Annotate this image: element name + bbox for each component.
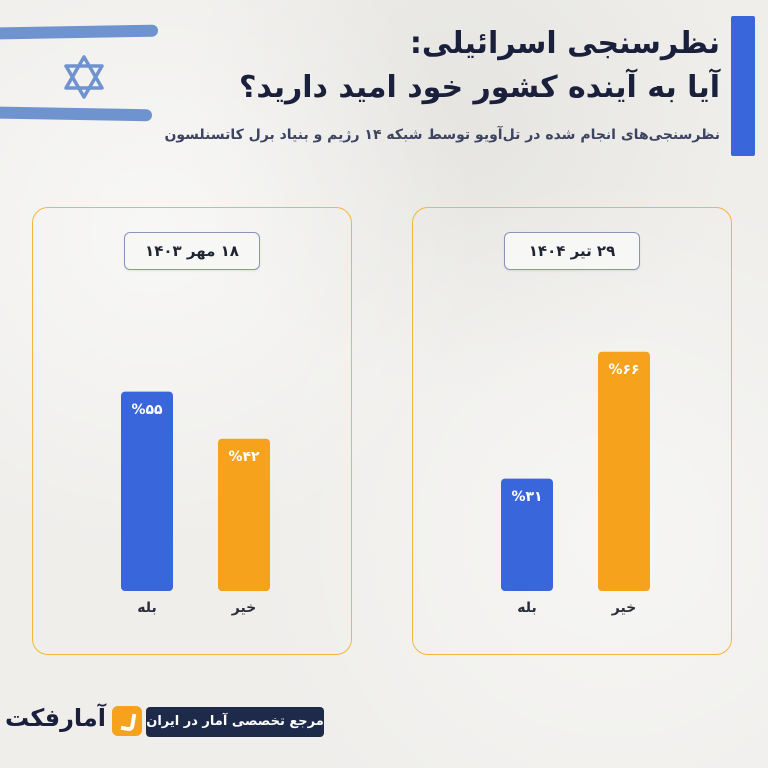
chart-1404-plot: [501, 351, 650, 591]
page-subtitle: نظرسنجی‌های انجام شده در تل‌آویو توسط شب…: [164, 127, 720, 143]
bar-value-yes: %۵۵: [131, 401, 163, 418]
footer-badge: مرجع تخصصی آمار در ایران: [146, 707, 324, 737]
bar-value-no: %۶۶: [608, 361, 640, 378]
category-label-no: خیر: [611, 600, 637, 616]
bar-value-no: %۴۲: [228, 448, 260, 465]
category-label-no: خیر: [231, 600, 257, 616]
chart-panel-1403: ۱۸ مهر ۱۴۰۳ %۵۵ %۴۲ بله خیر: [32, 207, 352, 655]
chart-panel-1404: ۲۹ تیر ۱۴۰۴ %۳۱ %۶۶ بله خیر: [412, 207, 732, 655]
title-line-2: آیا به آینده کشور خود امید دارید؟: [238, 70, 720, 105]
bar-yes: [121, 391, 173, 591]
title-accent-bar: [731, 16, 755, 156]
flag-stripe-top: [0, 24, 158, 40]
page-title: نظرسنجی اسرائیلی: آیا به آینده کشور خود …: [200, 22, 720, 110]
chart-1403-plot: [121, 391, 270, 591]
chart-date-label: ۱۸ مهر ۱۴۰۳: [124, 232, 260, 270]
bar-yes: [501, 478, 553, 591]
israel-flag-icon: [0, 20, 160, 130]
title-line-1: نظرسنجی اسرائیلی:: [409, 26, 720, 61]
star-of-david-icon: [64, 55, 104, 99]
chart-date-label: ۲۹ تیر ۱۴۰۴: [504, 232, 640, 270]
category-label-yes: بله: [517, 600, 537, 616]
flag-stripe-bottom: [0, 106, 152, 122]
amarfact-logo-icon: [112, 706, 142, 736]
category-label-yes: بله: [137, 600, 157, 616]
amarfact-logo[interactable]: آمارفکت: [5, 700, 142, 744]
bar-no: [598, 351, 650, 591]
bar-no: [218, 438, 270, 591]
logo-text: آمارفکت: [5, 704, 106, 732]
bar-value-yes: %۳۱: [511, 488, 543, 505]
